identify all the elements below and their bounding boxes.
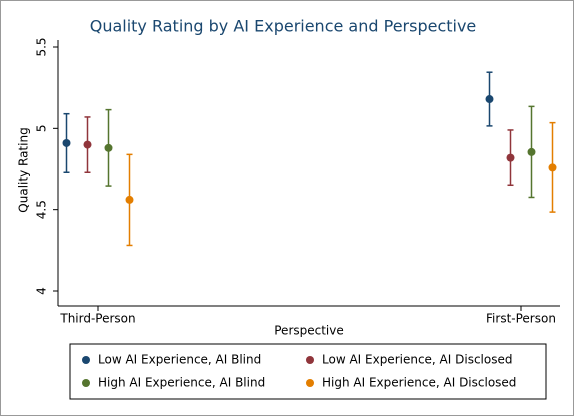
point <box>485 95 494 104</box>
legend-marker <box>82 379 90 387</box>
point <box>83 140 92 149</box>
chart-title: Quality Rating by AI Experience and Pers… <box>90 17 477 36</box>
y-axis-label: Quality Rating <box>17 127 31 212</box>
y-tick-label: 5 <box>35 125 49 133</box>
legend-label: Low AI Experience, AI Disclosed <box>322 353 512 367</box>
x-tick-label: First-Person <box>486 312 556 326</box>
legend-label: Low AI Experience, AI Blind <box>98 353 261 367</box>
point <box>506 153 515 162</box>
x-axis-label: Perspective <box>274 324 344 338</box>
y-tick-label: 4.5 <box>35 200 49 219</box>
legend-marker <box>82 356 90 364</box>
legend-label: High AI Experience, AI Disclosed <box>322 376 516 390</box>
legend-box <box>69 343 547 400</box>
point <box>125 195 134 204</box>
x-tick-label: Third-Person <box>59 312 135 326</box>
legend-label: High AI Experience, AI Blind <box>98 376 265 390</box>
legend-marker <box>306 356 314 364</box>
point <box>62 138 71 147</box>
point <box>104 143 113 152</box>
legend-marker <box>306 379 314 387</box>
point <box>527 147 536 156</box>
point <box>548 163 557 172</box>
y-tick-label: 4 <box>35 287 49 295</box>
y-tick-label: 5.5 <box>35 37 49 56</box>
